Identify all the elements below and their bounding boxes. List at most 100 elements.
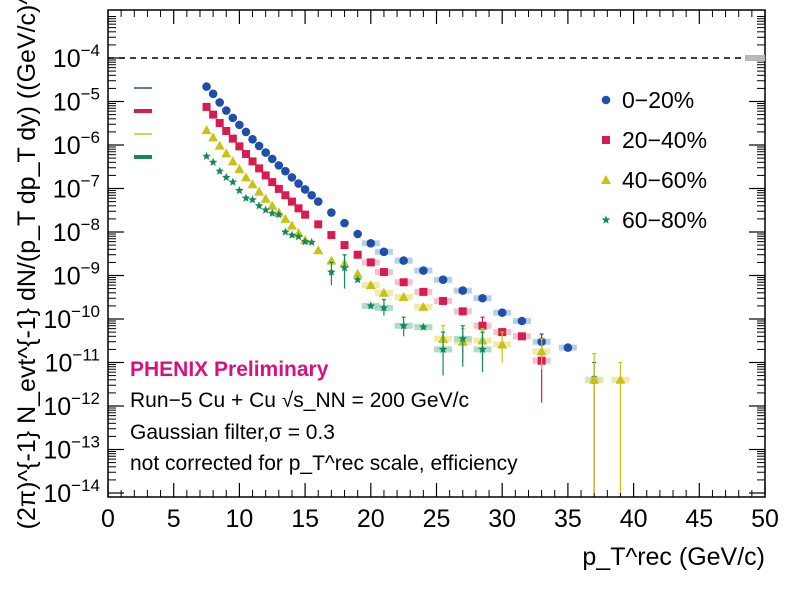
data-point xyxy=(379,247,389,257)
data-point xyxy=(254,186,265,196)
data-point xyxy=(327,231,336,240)
data-point xyxy=(201,125,212,135)
x-tick-label: 45 xyxy=(685,505,713,533)
data-point xyxy=(563,343,573,352)
data-point xyxy=(267,200,278,210)
reference-line xyxy=(108,55,765,61)
data-point xyxy=(399,278,408,287)
data-point xyxy=(438,275,448,285)
data-point xyxy=(234,164,245,174)
data-point xyxy=(247,179,258,189)
data-point xyxy=(458,286,468,295)
data-point xyxy=(255,164,264,173)
data-point xyxy=(241,193,251,202)
data-point xyxy=(478,344,487,353)
data-point xyxy=(208,157,218,166)
data-point xyxy=(379,268,388,277)
y-tick-label: 10−11 xyxy=(45,346,100,378)
data-point xyxy=(294,204,303,213)
data-point xyxy=(248,135,257,144)
data-point xyxy=(287,197,296,206)
data-point xyxy=(235,120,244,130)
data-point xyxy=(281,191,290,200)
data-point xyxy=(261,171,270,180)
data-point xyxy=(208,132,219,142)
data-point xyxy=(353,250,362,259)
data-point xyxy=(222,172,231,181)
data-point xyxy=(215,166,224,175)
data-point xyxy=(307,190,316,200)
y-tick-label: 10−4 xyxy=(53,41,100,73)
data-point xyxy=(267,154,277,164)
data-point xyxy=(307,237,316,246)
data-point xyxy=(260,193,271,203)
data-point xyxy=(274,210,284,219)
data-point xyxy=(419,266,428,275)
data-point xyxy=(313,197,323,206)
data-point xyxy=(202,102,211,111)
y-tick-label: 10−9 xyxy=(53,259,100,291)
annotation-line3: not corrected for p_T^rec scale, efficie… xyxy=(130,452,518,475)
data-point xyxy=(314,220,323,229)
data-point xyxy=(287,230,297,239)
y-axis-title: (2π)^{-1} N_evt^{-1} dN/(p_T dp_T dy) ((… xyxy=(13,0,41,529)
x-axis: 0 5 10 15 20 25 30 35 40 45 50 xyxy=(101,10,779,533)
data-point xyxy=(353,229,362,239)
x-tick-label: 30 xyxy=(488,505,516,533)
legend-label: 20−40% xyxy=(622,127,707,153)
data-point xyxy=(274,161,284,170)
data-point xyxy=(280,213,291,223)
x-tick-label: 5 xyxy=(167,505,181,533)
data-point xyxy=(353,275,362,284)
y-tick-label: 10−14 xyxy=(43,476,100,508)
data-point xyxy=(327,208,336,217)
data-point xyxy=(458,334,468,343)
data-point xyxy=(589,374,600,384)
data-point xyxy=(221,148,232,158)
data-point xyxy=(281,227,290,236)
data-point xyxy=(221,106,231,115)
data-point xyxy=(398,292,409,302)
data-point xyxy=(340,241,349,250)
data-point xyxy=(300,237,310,246)
x-tick-label: 35 xyxy=(554,505,582,533)
data-point xyxy=(254,201,264,210)
x-tick-label: 50 xyxy=(751,505,779,533)
data-point xyxy=(458,307,467,316)
data-point xyxy=(248,195,257,204)
data-point xyxy=(215,119,224,128)
series-3 xyxy=(202,151,492,376)
data-point xyxy=(228,177,238,186)
x-tick-label: 40 xyxy=(620,505,648,533)
series-layer xyxy=(201,82,630,493)
data-point xyxy=(379,303,389,312)
data-point xyxy=(517,332,526,341)
data-point xyxy=(366,301,376,310)
data-point xyxy=(261,148,270,157)
data-point xyxy=(241,127,251,137)
data-point xyxy=(281,166,290,176)
data-point xyxy=(235,186,244,195)
data-point xyxy=(286,220,297,230)
data-point xyxy=(254,141,264,151)
data-point xyxy=(228,134,237,143)
data-point xyxy=(202,151,211,160)
data-point xyxy=(202,82,211,91)
data-point xyxy=(313,245,324,255)
data-point xyxy=(399,321,408,330)
data-point xyxy=(419,322,428,331)
data-point xyxy=(601,95,611,105)
left-legend-ticks xyxy=(134,87,152,159)
data-point xyxy=(378,287,389,297)
x-tick-label: 15 xyxy=(291,505,319,533)
data-point xyxy=(602,136,610,144)
reference-line-box xyxy=(745,55,765,61)
y-tick-label: 10−12 xyxy=(43,389,100,421)
data-point xyxy=(365,280,376,290)
x-tick-label: 20 xyxy=(357,505,385,533)
data-point xyxy=(601,175,611,184)
data-point xyxy=(366,258,375,267)
data-point xyxy=(366,238,376,248)
left-legend-swatch xyxy=(134,133,152,135)
